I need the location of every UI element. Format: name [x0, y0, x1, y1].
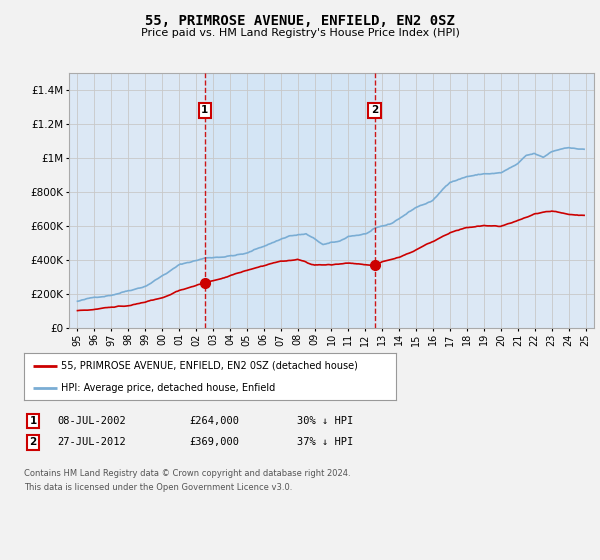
Text: £369,000: £369,000	[189, 437, 239, 447]
Text: 55, PRIMROSE AVENUE, ENFIELD, EN2 0SZ: 55, PRIMROSE AVENUE, ENFIELD, EN2 0SZ	[145, 14, 455, 28]
Text: Price paid vs. HM Land Registry's House Price Index (HPI): Price paid vs. HM Land Registry's House …	[140, 28, 460, 38]
Text: 2: 2	[29, 437, 37, 447]
Text: 55, PRIMROSE AVENUE, ENFIELD, EN2 0SZ (detached house): 55, PRIMROSE AVENUE, ENFIELD, EN2 0SZ (d…	[61, 361, 358, 371]
Text: 1: 1	[201, 105, 208, 115]
Text: 37% ↓ HPI: 37% ↓ HPI	[297, 437, 353, 447]
Text: £264,000: £264,000	[189, 416, 239, 426]
Text: Contains HM Land Registry data © Crown copyright and database right 2024.: Contains HM Land Registry data © Crown c…	[24, 469, 350, 478]
Text: 27-JUL-2012: 27-JUL-2012	[57, 437, 126, 447]
Text: 1: 1	[29, 416, 37, 426]
Bar	[205, 73, 374, 328]
Text: 08-JUL-2002: 08-JUL-2002	[57, 416, 126, 426]
Text: 30% ↓ HPI: 30% ↓ HPI	[297, 416, 353, 426]
Text: This data is licensed under the Open Government Licence v3.0.: This data is licensed under the Open Gov…	[24, 483, 292, 492]
Text: 2: 2	[371, 105, 379, 115]
Text: HPI: Average price, detached house, Enfield: HPI: Average price, detached house, Enfi…	[61, 382, 275, 393]
